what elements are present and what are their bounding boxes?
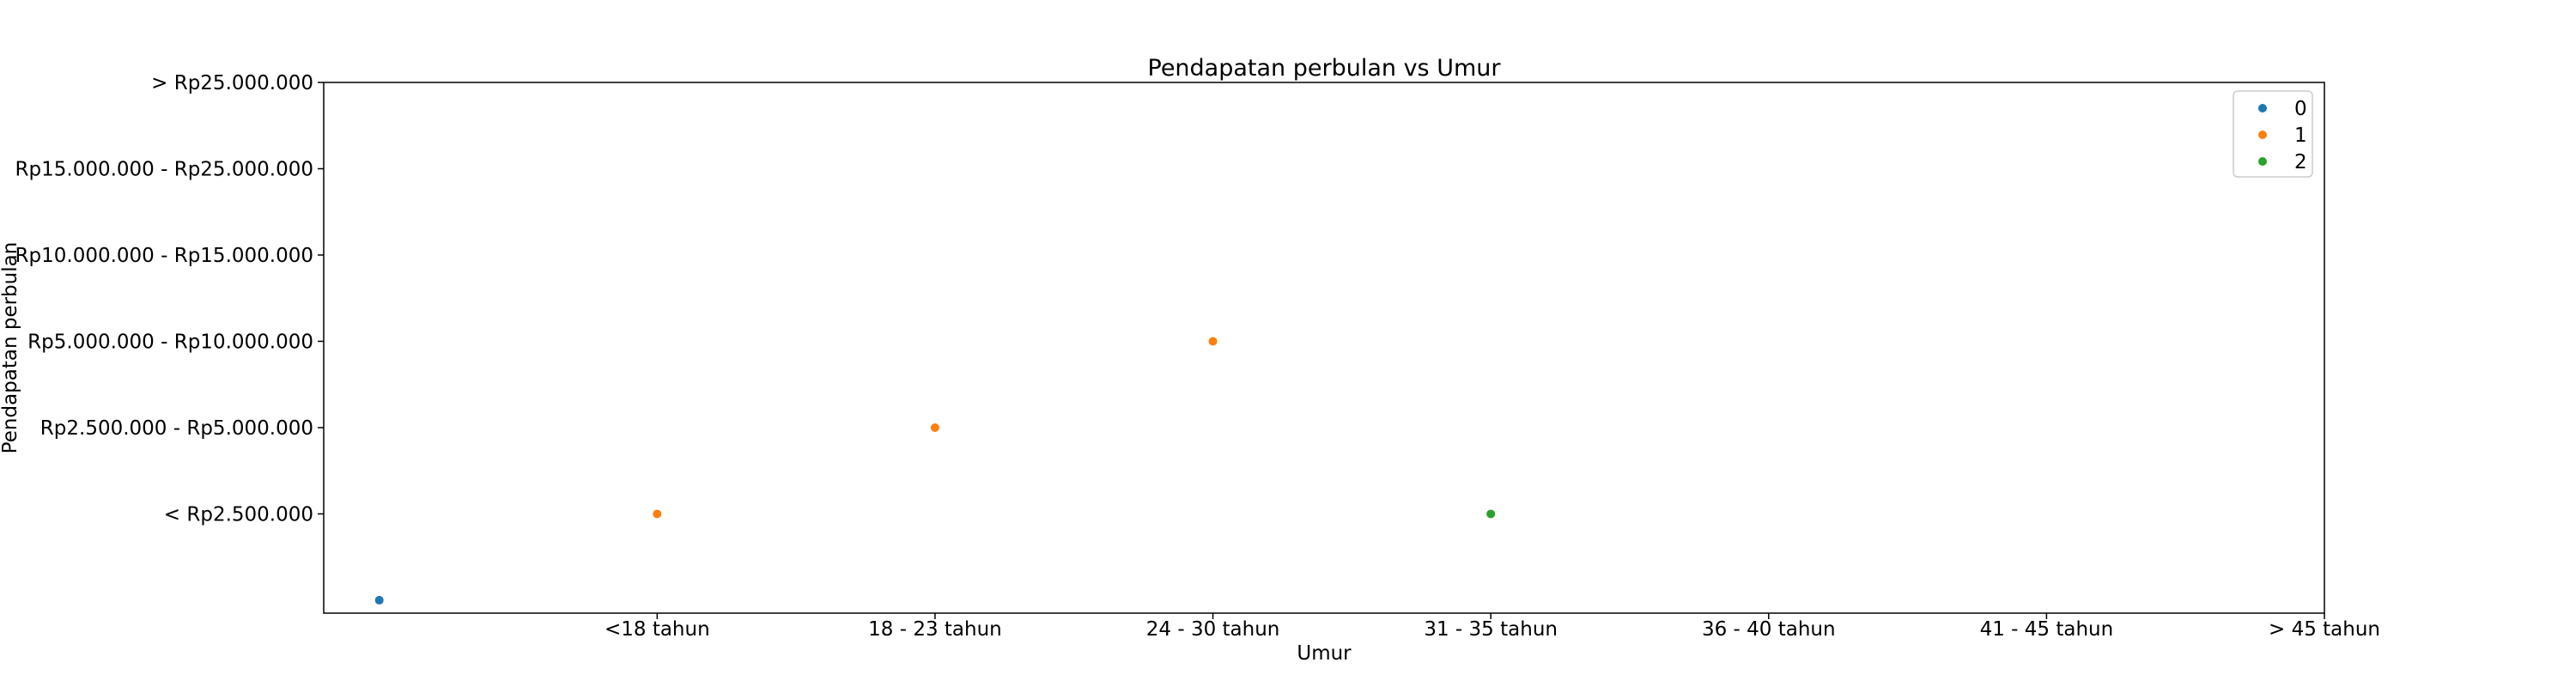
x-axis-ticks: <18 tahun 18 - 23 tahun 24 - 30 tahun 31 - …: [605, 613, 2380, 641]
y-tick-label: > Rp25.000.000: [151, 72, 313, 94]
y-axis-label: Pendapatan perbulan: [0, 242, 21, 454]
legend-marker: [2258, 104, 2267, 112]
plot-area: [323, 82, 2325, 614]
legend-label: 2: [2294, 151, 2307, 173]
data-points: [374, 337, 1496, 605]
x-tick-label: <18 tahun: [605, 618, 710, 641]
data-point-series-1: [1208, 337, 1218, 346]
legend-label: 0: [2294, 98, 2307, 120]
data-point-series-2: [1486, 509, 1496, 519]
y-axis-ticks: < Rp2.500.000 Rp2.500.000 - Rp5.000.000 Rp…: [15, 72, 324, 526]
chart-title: Pendapatan perbulan vs Umur: [1148, 55, 1502, 82]
y-tick-label: Rp2.500.000 - Rp5.000.000: [40, 417, 313, 440]
data-point-series-1: [930, 423, 939, 432]
y-tick-label: Rp15.000.000 - Rp25.000.000: [15, 158, 313, 180]
x-tick-label: 18 - 23 tahun: [868, 618, 1002, 641]
x-tick-label: 31 - 35 tahun: [1424, 618, 1558, 641]
legend-box: [2233, 90, 2313, 178]
data-point-series-1: [653, 509, 662, 519]
x-tick-label: 41 - 45 tahun: [1980, 618, 2114, 641]
legend-label: 1: [2294, 125, 2307, 147]
data-point-series-0: [374, 595, 384, 605]
legend-marker: [2258, 157, 2267, 166]
legend: 0 1 2: [2233, 90, 2313, 178]
x-axis-label: Umur: [1297, 642, 1352, 665]
x-tick-label: > 45 tahun: [2269, 618, 2380, 641]
legend-items: 0 1 2: [2258, 98, 2307, 173]
y-tick-label: Rp5.000.000 - Rp10.000.000: [27, 331, 313, 353]
y-tick-label: Rp10.000.000 - Rp15.000.000: [15, 245, 313, 267]
legend-marker: [2258, 131, 2267, 139]
y-tick-label: < Rp2.500.000: [164, 503, 313, 526]
x-tick-label: 24 - 30 tahun: [1146, 618, 1280, 641]
x-tick-label: 36 - 40 tahun: [1702, 618, 1836, 641]
